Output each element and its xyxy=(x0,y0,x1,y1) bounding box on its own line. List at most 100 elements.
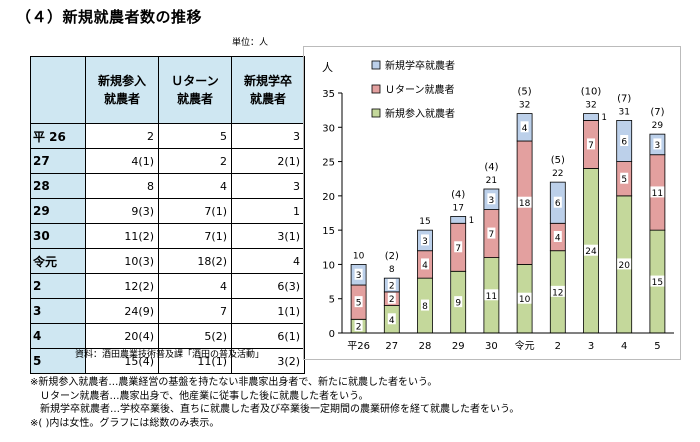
female-count-label: (10) xyxy=(581,87,602,98)
total-label: 31 xyxy=(618,107,629,117)
table-cell: 4 xyxy=(158,273,232,299)
segment-label-bg xyxy=(354,296,363,308)
table-cell: 11(1) xyxy=(158,348,232,374)
table-cell: 6(3) xyxy=(231,273,305,299)
segment-label-bg xyxy=(354,268,363,280)
segment-label-bg xyxy=(387,292,396,304)
table-row: 28 8 4 3 xyxy=(30,173,305,199)
unit-label: 単位：人 xyxy=(232,38,269,48)
y-tick-label: 25 xyxy=(322,158,335,169)
row-year: 3 xyxy=(30,298,86,324)
table-cell: 2 xyxy=(85,123,159,149)
legend-label: Ｕターン就農者 xyxy=(385,83,455,96)
segment-label-bg xyxy=(517,292,532,304)
table-row: 3 24(9) 7 1(1) xyxy=(30,298,305,324)
segment-label-bg xyxy=(650,186,665,198)
table-cell: 24(9) xyxy=(85,298,159,324)
x-tick-label: 3 xyxy=(588,341,594,352)
chart-frame: 0 5 10 15 20 25 30 35 人 2 5 3 10 平26 4 2 2 8 (2) 27 8 4 3 15 28 9… xyxy=(303,46,681,360)
y-tick-label: 0 xyxy=(329,329,335,340)
segment-label-bg xyxy=(553,196,562,208)
segment-label-bg xyxy=(620,172,629,184)
segment-label-bg xyxy=(387,313,396,325)
segment-label-bg xyxy=(550,285,565,297)
x-tick-label: 平26 xyxy=(347,341,370,352)
female-count-label: (4) xyxy=(451,189,465,200)
segment-value: 3 xyxy=(422,237,428,247)
x-tick-label: 28 xyxy=(419,341,432,352)
segment-value: 2 xyxy=(389,282,395,292)
legend-swatch xyxy=(371,84,381,94)
segment-value: 7 xyxy=(455,244,461,254)
segment-value: 3 xyxy=(489,196,495,206)
table-cell: 7(1) xyxy=(158,223,232,249)
row-year: 2 xyxy=(30,273,86,299)
female-count-label: (5) xyxy=(551,155,565,166)
row-year: 4 xyxy=(30,323,86,349)
y-tick-label: 30 xyxy=(322,123,335,134)
row-year: 令元 xyxy=(30,248,86,274)
segment-label-bg xyxy=(354,320,363,332)
table-row: 29 9(3) 7(1) 1 xyxy=(30,198,305,224)
footnote-line: 新規学卒就農者…学校卒業後、直ちに就農した者及び卒業後一定期間の農業研修を経て就… xyxy=(30,404,520,415)
segment-label-bg xyxy=(617,258,632,270)
segment-value: 18 xyxy=(519,199,531,209)
segment-value: 11 xyxy=(652,189,663,199)
segment-value: 6 xyxy=(555,199,561,209)
table-row: 2 12(2) 4 6(3) xyxy=(30,273,305,299)
segment-value: 2 xyxy=(389,295,395,305)
segment-value: 12 xyxy=(552,288,563,298)
female-count-label: (2) xyxy=(385,251,399,262)
segment-value: 4 xyxy=(522,124,528,134)
row-year: 5 xyxy=(30,348,86,374)
segment-label-bg xyxy=(487,193,496,205)
total-label: 17 xyxy=(452,203,463,213)
y-tick-label: 15 xyxy=(322,226,335,237)
segment-label-bg xyxy=(454,296,463,308)
table-cell: 1(1) xyxy=(231,298,305,324)
source-note: 資料：酒田農業技術普及課「酒田の普及活動」 xyxy=(75,350,265,360)
table-cell: 7 xyxy=(158,298,232,324)
farmers-table: 新規参入 就農者 Ｕターン 就農者 新規学卒 就農者 平 26 2 5 3 27 4(1) 2 2(… xyxy=(30,56,305,374)
segment-value: 8 xyxy=(422,302,428,312)
col-header-new-entry: 新規参入 就農者 xyxy=(85,56,159,124)
table-cell: 8 xyxy=(85,173,159,199)
table-row: 5 15(4) 11(1) 3(2) xyxy=(30,348,305,374)
segment-value: 11 xyxy=(486,292,497,302)
page-title: （４）新規就農者数の推移 xyxy=(16,8,203,26)
footnote-line: ※新規参入就農者…農業経営の基盤を持たない非農家出身者で、新たに就農した者をいう… xyxy=(30,377,438,388)
segment-value: 7 xyxy=(588,141,594,151)
x-tick-label: 5 xyxy=(654,341,660,352)
segment-value: 9 xyxy=(455,299,461,309)
table-row: 4 20(4) 5(2) 6(1) xyxy=(30,323,305,349)
table-cell: 6(1) xyxy=(231,323,305,349)
bar-segment xyxy=(450,216,467,224)
total-label: 8 xyxy=(389,265,395,275)
footnote-line: Ｕターン就農者…農家出身で、他産業に従事した後に就農した者をいう。 xyxy=(30,390,369,402)
segment-label-bg xyxy=(553,231,562,242)
x-tick-label: 2 xyxy=(555,341,561,352)
footnotes: ※新規参入就農者…農業経営の基盤を持たない非農家出身者で、新たに就農した者をいう… xyxy=(30,376,519,430)
female-count-label: (7) xyxy=(617,93,631,104)
x-tick-label: 4 xyxy=(621,341,627,352)
total-label: 32 xyxy=(519,101,530,111)
table-row: 27 4(1) 2 2(1) xyxy=(30,148,305,174)
segment-label-bg xyxy=(520,121,529,133)
col-header-new-graduate: 新規学卒 就農者 xyxy=(231,56,305,124)
table-cell: 3(2) xyxy=(231,348,305,374)
table-cell: 9(3) xyxy=(85,198,159,224)
footnote-line: ※( )内は女性。グラフには総数のみ表示。 xyxy=(30,417,220,429)
segment-value: 4 xyxy=(389,316,395,326)
segment-label-bg xyxy=(421,258,429,270)
table-cell: 3 xyxy=(231,173,305,199)
row-year: 30 xyxy=(30,223,86,249)
total-label: 10 xyxy=(353,251,365,261)
table-corner xyxy=(30,56,86,124)
y-tick-label: 20 xyxy=(322,192,335,203)
table-cell: 1 xyxy=(231,198,305,224)
segment-label-bg xyxy=(517,196,532,208)
table-cell: 4(1) xyxy=(85,148,159,174)
table-cell: 10(3) xyxy=(85,248,159,274)
segment-value: 24 xyxy=(585,247,597,257)
y-tick-label: 10 xyxy=(322,260,335,271)
